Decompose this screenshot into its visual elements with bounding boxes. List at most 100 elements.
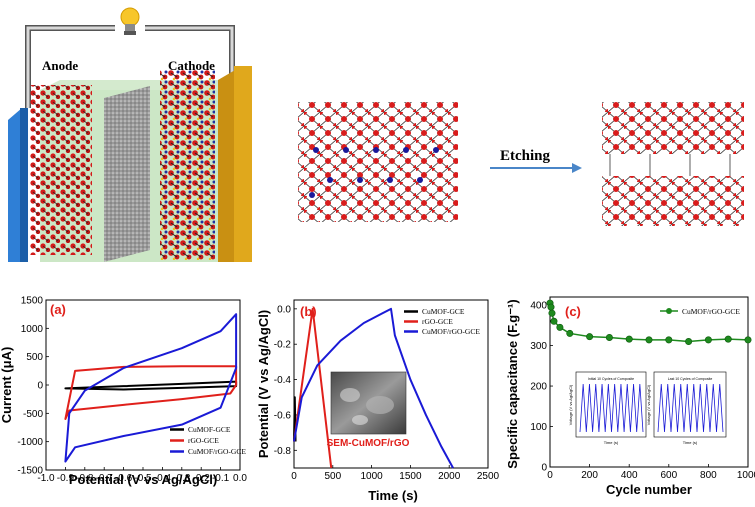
series-cumof-rgo-gce [293, 307, 454, 469]
y-tick-label: -0.6 [274, 410, 292, 421]
series-cumof-gce [64, 380, 238, 391]
x-tick-label: 2000 [438, 471, 461, 482]
panel-b-frame [293, 299, 489, 469]
y-tick-label: 0.0 [277, 304, 291, 315]
y-tick-label: -1000 [17, 437, 43, 448]
series-cumof-rgo-gce [64, 313, 238, 463]
data-point [586, 333, 594, 341]
etching-arrow [490, 163, 582, 173]
x-tick-label: 600 [660, 470, 677, 481]
data-point [625, 335, 633, 343]
legend-entry: rGO-GCE [188, 436, 219, 445]
x-tick-label: 400 [621, 470, 638, 481]
x-tick-label: -0.2 [193, 473, 211, 484]
panel-a-xlabel: Potential (V vs Ag/AgCl) [69, 472, 217, 487]
inset-initial-title: Initial 10 Cycles of Composite [588, 377, 634, 381]
inset-initial-cycles: Initial 10 Cycles of Composite Time (s) … [568, 371, 647, 445]
inset-initial-ylabel: Voltage (V vs Ag/AgCl) [568, 384, 573, 425]
y-tick-label: -0.2 [274, 340, 292, 351]
data-point [605, 333, 613, 341]
panel-a-ylabel: Current (μA) [0, 347, 14, 424]
y-tick-label: 1000 [21, 324, 44, 335]
data-point [724, 335, 732, 343]
x-tick-label: -0.1 [212, 473, 230, 484]
data-point [685, 338, 693, 346]
inset-last-ylabel: Voltage (V vs Ag/AgCl) [646, 384, 651, 425]
x-tick-label: -0.3 [173, 473, 191, 484]
x-tick-label: 500 [324, 471, 341, 482]
legend-entry: CuMOF-GCE [422, 307, 465, 316]
data-point [566, 329, 574, 337]
y-tick-label: -0.4 [274, 375, 292, 386]
data-point [556, 323, 564, 331]
x-tick-label: -0.4 [154, 473, 172, 484]
panel-c-label: (c) [565, 304, 581, 319]
y-tick-label: 0 [541, 463, 547, 474]
panel-b: 0 500 1000 1500 2000 2500-0.8-0.6-0.4-0.20.0 … [256, 299, 500, 503]
inset-initial-xlabel: Time (s) [604, 440, 619, 445]
inset-last-cycles: Last 10 Cycles of Composite Time (s) Vol… [646, 371, 727, 445]
y-tick-label: 200 [530, 382, 547, 393]
panel-c: 0 200 400 600 800 1000 0 100 200 300 400 (c) CuMOF… [505, 296, 755, 497]
anode-plate [8, 108, 22, 262]
y-tick-label: -1500 [17, 466, 43, 477]
y-tick-label: 0 [37, 381, 43, 392]
x-tick-label: 0 [547, 470, 553, 481]
battery-schematic: Anode Cathode [8, 7, 252, 262]
y-tick-label: -500 [23, 409, 43, 420]
x-tick-label: 1000 [360, 471, 383, 482]
data-point [665, 336, 673, 344]
legend-marker [666, 308, 672, 314]
data-point [548, 309, 556, 317]
separator [104, 86, 150, 262]
cathode-label: Cathode [168, 58, 215, 73]
panel-a-label: (a) [50, 302, 66, 317]
anode-material [30, 85, 92, 255]
x-tick-label: 1000 [737, 470, 755, 481]
crystal-structure-before [298, 102, 458, 222]
sem-inset-label: SEM-CuMOF/rGO [327, 438, 410, 449]
y-tick-label: 100 [530, 422, 547, 433]
x-tick-label: -1.0 [37, 473, 55, 484]
etching-label: Etching [500, 148, 551, 164]
data-point [645, 336, 653, 344]
x-tick-label: -0.8 [76, 473, 94, 484]
y-tick-label: 500 [26, 352, 43, 363]
x-tick-label: -0.9 [57, 473, 75, 484]
inset-last-xlabel: Time (s) [683, 440, 698, 445]
x-tick-label: -0.6 [115, 473, 133, 484]
legend-entry: CuMOF/rGO-GCE [422, 327, 480, 336]
panel-b-ylabel: Potential (V vs Ag/AgCl) [256, 310, 271, 458]
data-point [550, 317, 558, 325]
series-rgo-gce [64, 365, 238, 420]
legend-entry: CuMOF/rGO-GCE [188, 447, 246, 456]
data-point [704, 336, 712, 344]
series-rgo-gce [293, 307, 333, 469]
x-tick-label: 2500 [477, 471, 500, 482]
x-tick-label: 0.0 [233, 473, 247, 484]
panel-b-label: (b) [300, 304, 317, 319]
crystal-structure-after [602, 102, 744, 226]
legend-entry: rGO-GCE [422, 317, 453, 326]
y-tick-label: 400 [530, 301, 547, 312]
cathode-material [160, 70, 215, 260]
panel-b-xlabel: Time (s) [368, 488, 418, 503]
panel-c-xlabel: Cycle number [606, 482, 692, 497]
y-tick-label: 1500 [21, 296, 44, 307]
legend-entry: CuMOF-GCE [188, 425, 231, 434]
panel-a: -1.0 -0.9 -0.8 -0.7 -0.6 -0.5 -0.4 -0.3 -0.2 -0.1… [0, 296, 247, 488]
sem-inset: SEM-CuMOF/rGO [327, 371, 410, 449]
legend-entry: CuMOF/rGO-GCE [682, 307, 740, 316]
panel-c-frame [549, 296, 749, 468]
inset-last-title: Last 10 Cycles of Composite [668, 377, 713, 381]
x-tick-label: -0.7 [96, 473, 114, 484]
panel-c-ylabel: Specific capacitance (F.g⁻¹) [505, 299, 520, 468]
anode-label: Anode [42, 58, 78, 73]
data-point [547, 303, 555, 311]
x-tick-label: 0 [291, 471, 297, 482]
x-tick-label: 1500 [399, 471, 422, 482]
y-tick-label: 300 [530, 341, 547, 352]
x-tick-label: -0.5 [134, 473, 152, 484]
data-point [744, 336, 752, 344]
